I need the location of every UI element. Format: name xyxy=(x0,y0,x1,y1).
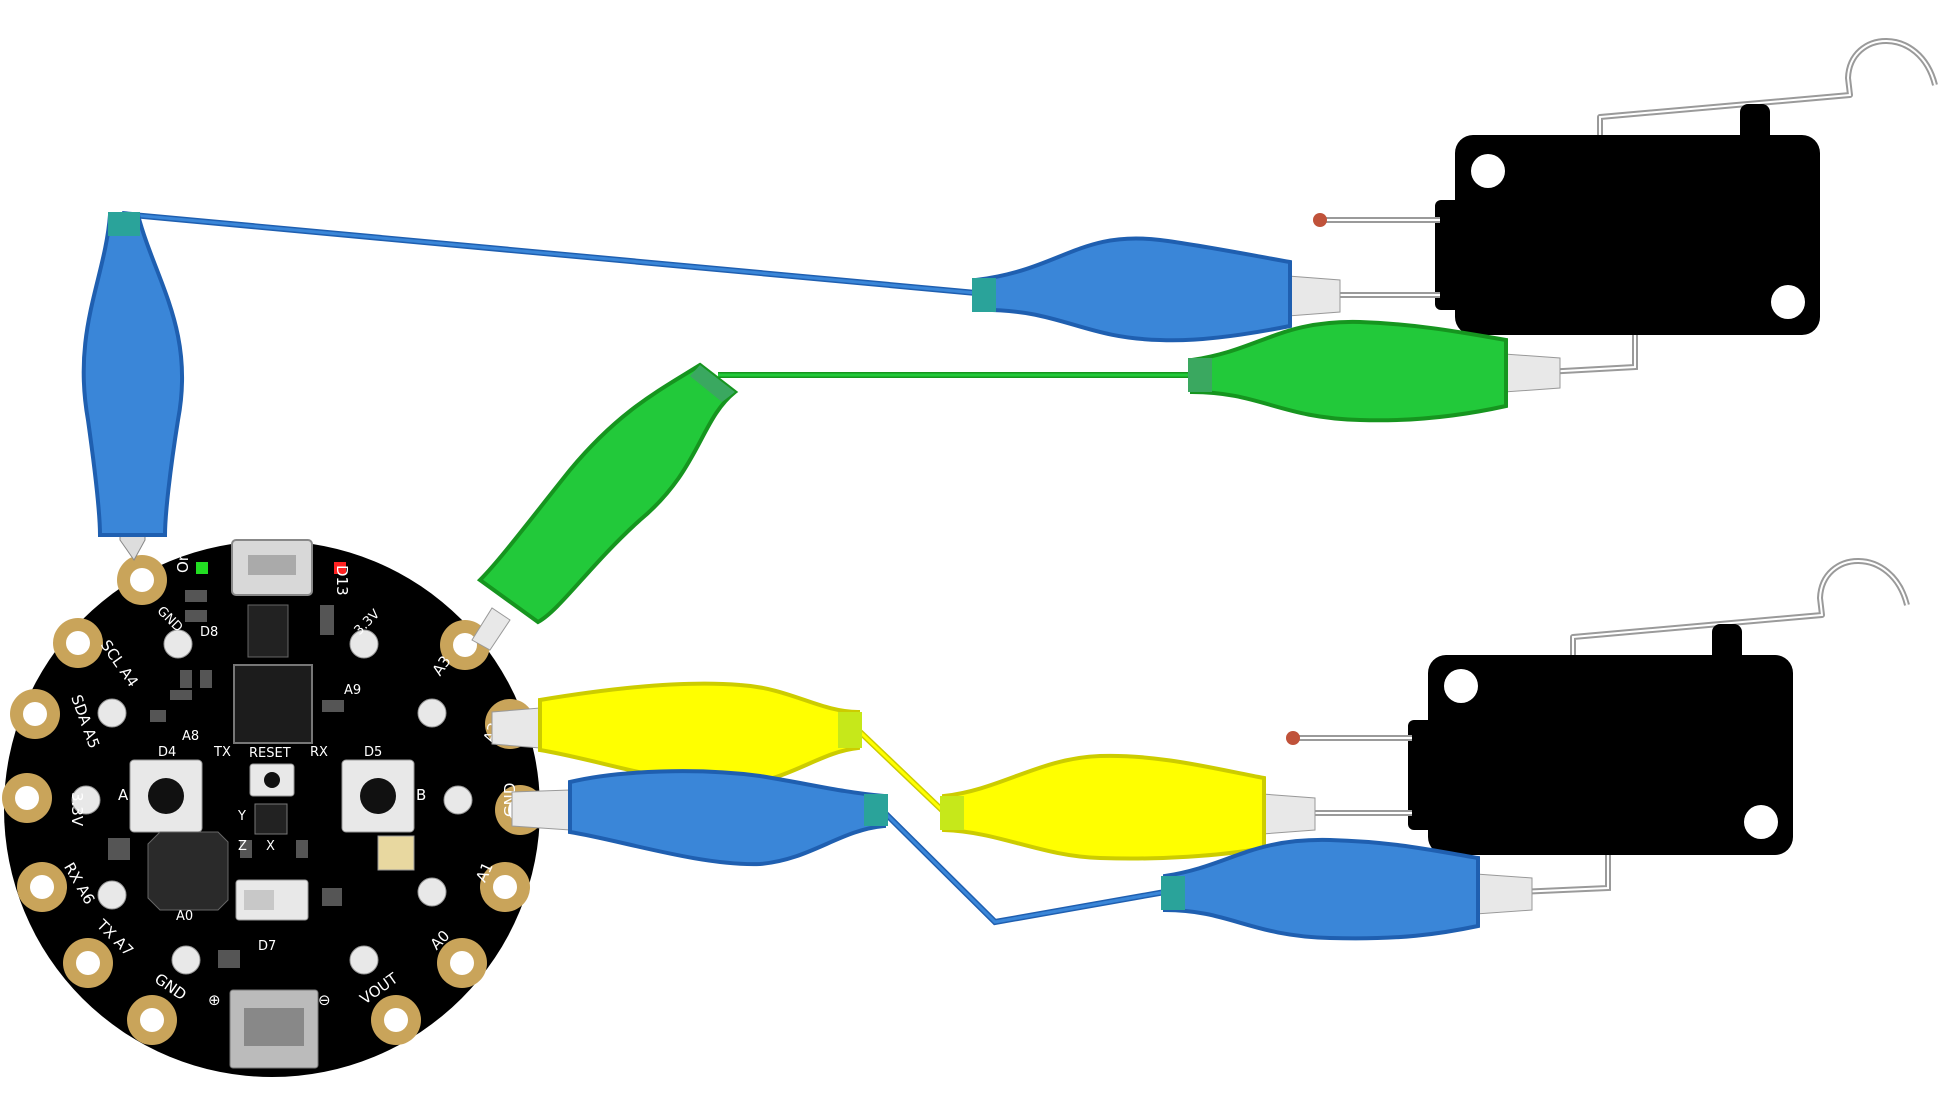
switch-top-body xyxy=(1455,135,1820,335)
clip-blue-board-gnd[interactable] xyxy=(511,769,888,867)
switch-bottom-body xyxy=(1428,655,1793,855)
clip-green-switch-top-no[interactable] xyxy=(1188,319,1561,423)
neopixel xyxy=(443,785,473,815)
switch-bottom-nc-contact xyxy=(1286,731,1300,745)
z-axis-label: Z xyxy=(238,839,247,854)
microcontroller-chip xyxy=(233,664,313,744)
wire-yellow[interactable] xyxy=(855,727,947,815)
tx-small-label: TX xyxy=(213,745,231,760)
clip-blue-switch-bottom-no[interactable] xyxy=(1161,837,1533,941)
pad-3.3v[interactable] xyxy=(2,773,52,823)
microphone xyxy=(377,835,415,871)
a0-small-label: A0 xyxy=(176,909,193,924)
switch-top-mount-hole xyxy=(1771,285,1805,319)
d4-label: D4 xyxy=(158,745,176,760)
clip-green-board-a3[interactable] xyxy=(471,362,739,651)
pad-vout[interactable] xyxy=(371,995,421,1045)
smd-components xyxy=(108,590,344,968)
speaker xyxy=(147,831,229,911)
neopixel xyxy=(417,698,447,728)
d5-label: D5 xyxy=(364,745,382,760)
reset-button[interactable] xyxy=(249,763,295,797)
pad-scl-a4[interactable] xyxy=(53,618,103,668)
pad-a0[interactable] xyxy=(437,938,487,988)
clip-blue-board-3v3[interactable] xyxy=(81,212,184,561)
regulator-chip xyxy=(247,604,289,658)
pad-sda-a5[interactable] xyxy=(10,689,60,739)
neopixel xyxy=(71,785,101,815)
switch-top-mount-hole xyxy=(1471,154,1505,188)
pad-tx-a7[interactable] xyxy=(63,938,113,988)
power-plus-symbol: ⊕ xyxy=(208,991,221,1009)
d13-label: D13 xyxy=(333,565,351,596)
clip-yellow-switch-bottom-common[interactable] xyxy=(940,753,1316,861)
wire-blue-top[interactable] xyxy=(121,211,977,296)
rx-small-label: RX xyxy=(310,745,328,760)
button-b-label: B xyxy=(416,786,426,804)
button-a-label: A xyxy=(118,786,129,804)
on-label: On xyxy=(174,552,192,573)
circuit-playground-board: On D13 D8 GND 3.3V A9 A8 D4 D5 TX RX RES… xyxy=(2,539,545,1077)
y-axis-label: Y xyxy=(237,809,246,824)
on-led xyxy=(196,562,208,574)
pad-gnd-bottom[interactable] xyxy=(127,995,177,1045)
neopixel xyxy=(417,877,447,907)
microswitch-top xyxy=(1313,38,1938,379)
switch-top-nc-contact xyxy=(1313,213,1327,227)
button-b[interactable] xyxy=(341,759,415,833)
neopixel xyxy=(171,945,201,975)
switch-bottom-mount-hole xyxy=(1444,669,1478,703)
neopixel xyxy=(163,629,193,659)
x-axis-label: X xyxy=(266,839,275,854)
pad-3.3v-label: 3.3V xyxy=(68,792,86,827)
button-a[interactable] xyxy=(129,759,203,833)
wire-blue-bottom[interactable] xyxy=(881,809,1166,926)
microswitch-bottom xyxy=(1286,558,1910,899)
accelerometer-chip xyxy=(254,803,288,835)
clip-blue-switch-top-common[interactable] xyxy=(972,236,1341,343)
power-minus-symbol: ⊖ xyxy=(318,991,331,1009)
a8-label: A8 xyxy=(182,729,199,744)
neopixel xyxy=(349,945,379,975)
reset-label: RESET xyxy=(249,746,291,761)
neopixels xyxy=(71,629,473,975)
d13-led xyxy=(334,562,346,574)
d8-label: D8 xyxy=(200,625,218,640)
switch-bottom-mount-hole xyxy=(1744,805,1778,839)
neopixel xyxy=(349,629,379,659)
neopixel xyxy=(97,698,127,728)
neopixel xyxy=(97,880,127,910)
pad-3.3v-left[interactable] xyxy=(117,555,167,605)
d7-label: D7 xyxy=(258,939,276,954)
a9-label: A9 xyxy=(344,683,361,698)
pad-rx-a6[interactable] xyxy=(17,862,67,912)
pad-a1[interactable] xyxy=(480,862,530,912)
